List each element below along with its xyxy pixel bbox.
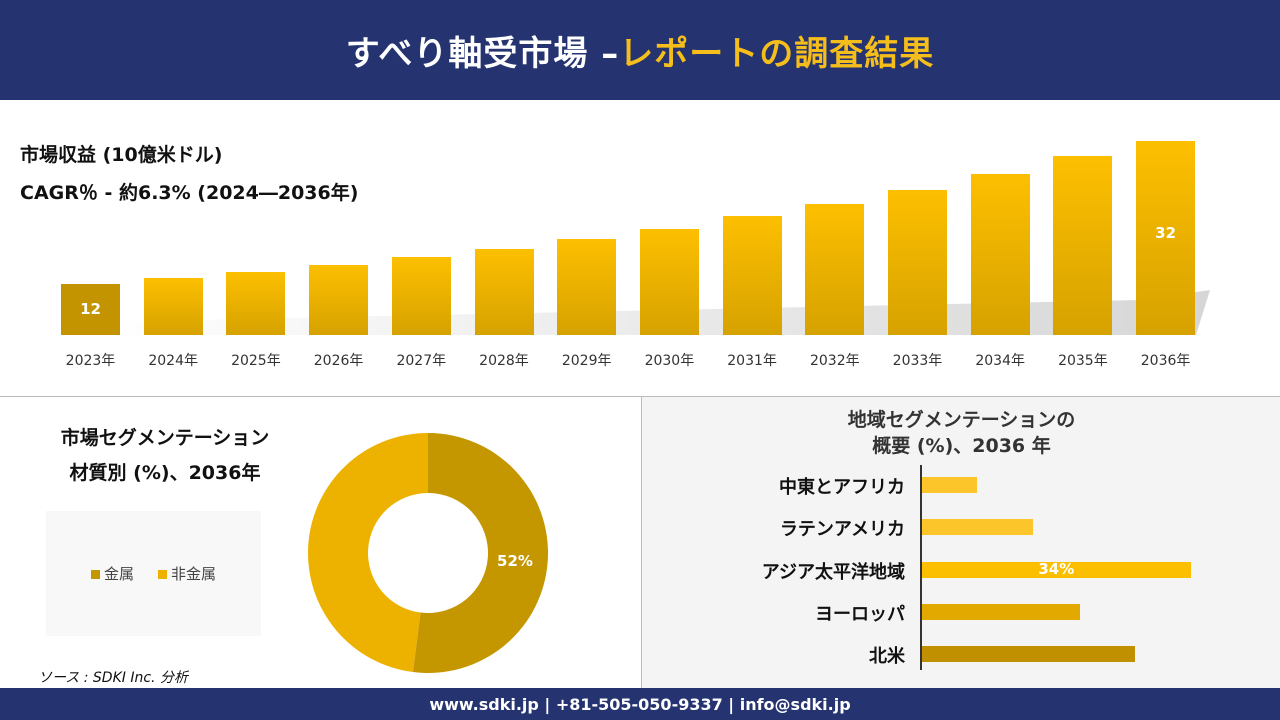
donut-value-label: 52% xyxy=(497,552,533,570)
year-label: 2027年 xyxy=(396,353,447,369)
year-label: 2029年 xyxy=(561,353,612,369)
bar-2029年 xyxy=(557,238,617,335)
region-label: 北米 xyxy=(869,646,905,668)
region-bar-中東とアフリカ xyxy=(922,477,978,493)
region-title-line2: 概要 (%)、2036 年 xyxy=(872,435,1051,457)
region-label: ヨーロッパ xyxy=(815,603,905,625)
region-title-line1: 地域セグメンテーションの xyxy=(847,409,1076,431)
source-note: ソース : SDKI Inc. 分析 xyxy=(38,670,188,686)
title-highlight: レポートの調査結果 xyxy=(619,33,935,74)
year-label: 2036年 xyxy=(1140,353,1191,369)
cagr-text: CAGR％ - 約6.3% (2024―2036年) xyxy=(20,182,359,204)
year-label: 2023年 xyxy=(65,353,116,369)
bar-2032年 xyxy=(805,203,865,335)
bar-2031年 xyxy=(722,216,782,335)
year-label: 2025年 xyxy=(231,353,281,369)
material-donut-chart: 52% xyxy=(307,433,548,673)
region-bar-ヨーロッパ xyxy=(922,603,1080,620)
header-banner: すべり軸受市場 – レポートの調査結果 xyxy=(0,0,1280,100)
bar-2023年 xyxy=(61,284,120,335)
region-bar-ラテンアメリカ xyxy=(922,519,1033,536)
section-divider xyxy=(0,396,1280,397)
bar-2027年 xyxy=(391,256,451,335)
bar-2034年 xyxy=(970,173,1030,335)
year-label: 2033年 xyxy=(892,353,943,369)
region-label: アジア太平洋地域 xyxy=(761,561,905,583)
region-bar-アジア太平洋地域 xyxy=(922,561,1191,578)
legend-swatch xyxy=(90,570,100,579)
bar-2028年 xyxy=(474,248,534,335)
year-label: 2032年 xyxy=(809,353,860,369)
pie-title-line2: 材質別 (%)、2036年 xyxy=(69,462,261,484)
pie-legend: 金属 非金属 xyxy=(46,511,261,636)
year-label: 2034年 xyxy=(975,353,1025,369)
donut-slice-非金属 xyxy=(307,433,428,673)
bar-2025年 xyxy=(226,271,286,335)
bar-2033年 xyxy=(888,189,947,335)
bar-2030年 xyxy=(639,228,699,335)
year-label: 2031年 xyxy=(727,353,777,369)
title-main: すべり軸受市場 – xyxy=(345,33,620,74)
bar-2024年 xyxy=(143,278,203,335)
year-label: 2024年 xyxy=(148,353,198,369)
year-label: 2026年 xyxy=(313,353,364,369)
region-value-label: 34% xyxy=(1038,559,1075,578)
region-axis xyxy=(920,465,922,670)
bar-2035年 xyxy=(1053,156,1113,335)
region-label: 中東とアフリカ xyxy=(779,477,905,498)
legend-swatch xyxy=(158,570,167,579)
year-label: 2028年 xyxy=(479,353,529,369)
revenue-title: 市場収益 (10億米ドル) xyxy=(20,144,223,166)
region-label: ラテンアメリカ xyxy=(779,519,905,541)
region-bar-北米 xyxy=(922,646,1136,663)
legend-item-metal: 金属 xyxy=(90,563,134,584)
legend-item-nonmetal: 非金属 xyxy=(158,563,216,584)
footer-contact: www.sdki.jp | +81-505-050-9337 | info@sd… xyxy=(0,688,1280,720)
donut-slice-金属 xyxy=(412,433,548,673)
pie-title-line1: 市場セグメンテーション xyxy=(60,427,270,449)
region-panel: 地域セグメンテーションの 概要 (%)、2036 年 xyxy=(641,397,1280,688)
bar-2026年 xyxy=(309,264,369,335)
bar-value-label: 32 xyxy=(1155,224,1177,242)
year-label: 2035年 xyxy=(1058,353,1108,369)
bar-value-label: 12 xyxy=(80,300,101,318)
year-label: 2030年 xyxy=(644,353,695,369)
bar-2036年 xyxy=(1136,141,1196,335)
